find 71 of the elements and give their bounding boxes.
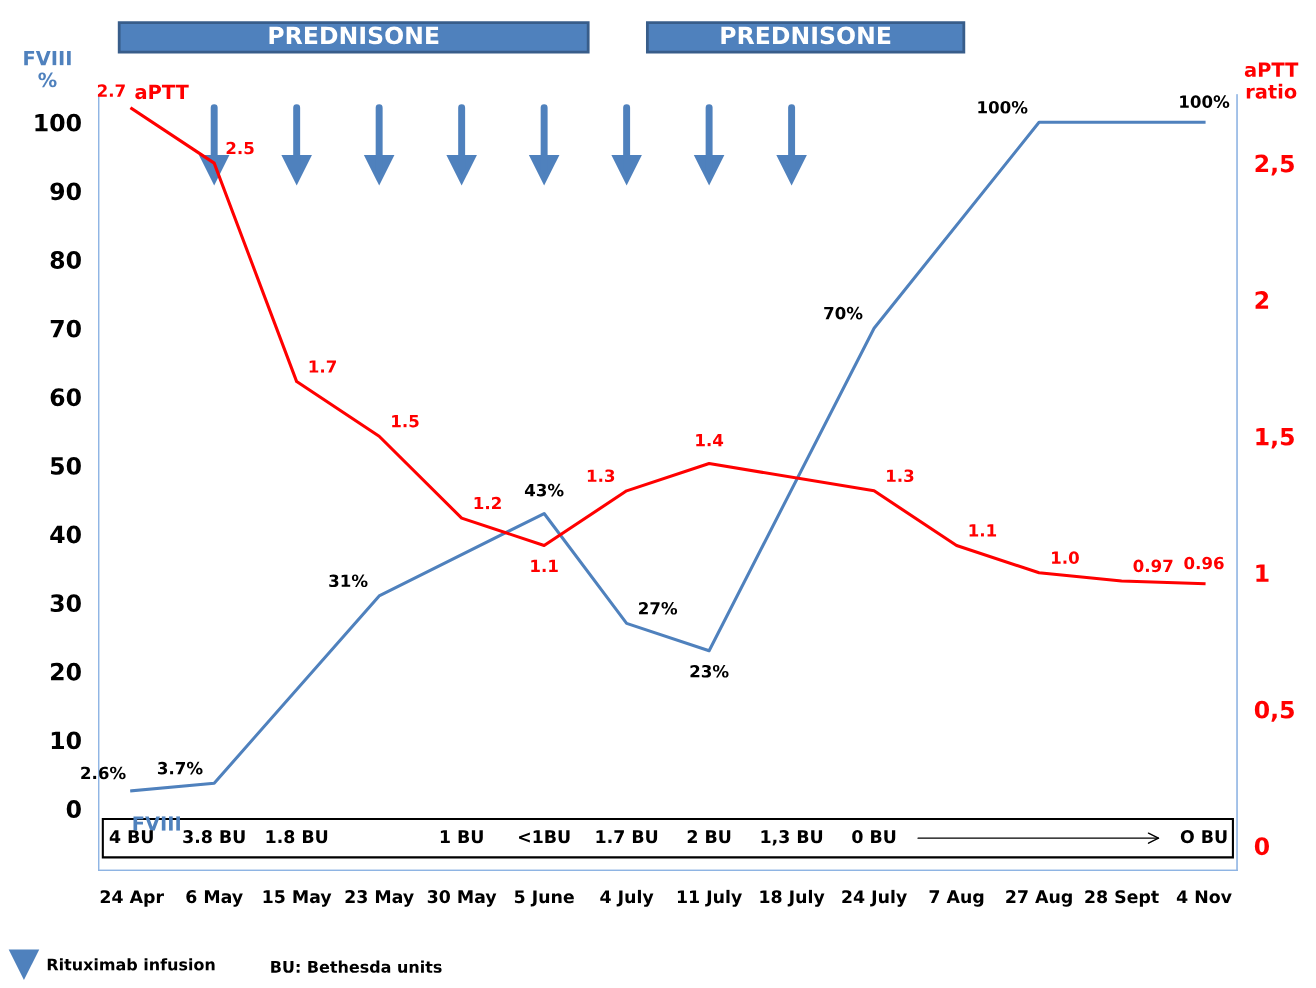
- data-label: 1.3: [887, 469, 914, 483]
- data-label: 31%: [329, 574, 368, 588]
- y-tick-label: 10: [51, 731, 81, 750]
- data-label: 1.1: [969, 524, 997, 537]
- data-label: 0.96: [1184, 556, 1224, 570]
- y-tick-label: 50: [51, 456, 81, 475]
- x-tick-label: 7 Aug: [929, 890, 984, 907]
- data-label: 1.7: [309, 360, 336, 373]
- annotation: 1,3 BU: [761, 830, 823, 846]
- series-label: FVIII: [133, 816, 180, 831]
- annotation: 1.7 BU: [596, 830, 658, 844]
- x-tick-label: 24 Apr: [100, 890, 164, 907]
- y-tick-label: 60: [50, 388, 81, 407]
- data-label: 1.2: [474, 496, 501, 510]
- annotation: 4 BU: [109, 830, 153, 844]
- y-tick-label: 40: [50, 525, 81, 544]
- series-label: aPTT: [135, 84, 189, 100]
- data-label: 1.0: [1052, 551, 1079, 564]
- x-tick-label: 30 May: [427, 890, 497, 907]
- text: PREDNISONE: [269, 26, 439, 45]
- x-tick-label: 23 May: [345, 890, 414, 907]
- x-tick-label: 15 May: [263, 890, 332, 907]
- data-label: 2.7: [97, 84, 125, 97]
- x-tick-label: 27 Aug: [1006, 890, 1072, 907]
- data-label: 100%: [978, 100, 1028, 114]
- data-label: 2.6%: [81, 766, 126, 780]
- data-label: 3.7%: [157, 761, 203, 775]
- data-label: 100%: [1180, 95, 1230, 108]
- y-tick-label: 20: [51, 662, 81, 681]
- y2-tick-label: 2: [1255, 291, 1269, 309]
- x-tick-label: 24 July: [842, 889, 907, 907]
- data-label: 27%: [639, 601, 678, 615]
- y2-tick-label: 2,5: [1255, 154, 1294, 176]
- data-label: 1.5: [392, 415, 419, 428]
- x-tick-label: 11 July: [677, 889, 742, 907]
- y2-tick-label: 0,5: [1254, 700, 1294, 722]
- data-label: 43%: [524, 483, 564, 497]
- y2-tick-label: 0: [1254, 837, 1270, 856]
- x-tick-label: 4 Nov: [1176, 890, 1232, 904]
- text: PREDNISONE: [721, 26, 891, 45]
- y2-tick-label: 1,5: [1256, 427, 1294, 449]
- annotation: 3.8 BU: [183, 830, 245, 844]
- annotation: O BU: [1180, 830, 1227, 844]
- annotation: 2 BU: [687, 830, 731, 844]
- x-tick-label: 5 June: [514, 890, 574, 907]
- annotation: <1BU: [519, 830, 570, 844]
- data-label: 70%: [824, 306, 863, 320]
- x-tick-label: 18 July: [760, 889, 825, 907]
- y-tick-label: 0: [66, 800, 81, 818]
- x-tick-label: 6 May: [186, 890, 243, 907]
- y2-axis-title: aPTT ratio: [1244, 62, 1299, 99]
- data-label: 1.4: [696, 434, 724, 447]
- data-label: 23%: [690, 664, 729, 678]
- x-tick-label: 28 Sept: [1085, 890, 1159, 907]
- annotation: 0 BU: [852, 830, 896, 844]
- y-tick-label: 70: [50, 319, 81, 338]
- legend-label: Rituximab infusion: [47, 958, 215, 971]
- y-tick-label: 30: [50, 594, 81, 613]
- y2-tick-label: 1: [1256, 564, 1269, 582]
- text: BU: Bethesda units: [271, 960, 442, 973]
- y-tick-label: 80: [50, 251, 81, 269]
- annotation: 1 BU: [440, 830, 483, 844]
- data-label: 2.5: [226, 141, 254, 155]
- data-label: 0.97: [1133, 559, 1173, 573]
- x-tick-label: 4 July: [600, 889, 654, 907]
- data-label: 1.3: [587, 469, 615, 483]
- annotation: 1.8 BU: [266, 830, 328, 844]
- data-label: 1.1: [531, 559, 558, 572]
- y-tick-label: 100: [35, 113, 81, 132]
- y-tick-label: 90: [50, 182, 81, 201]
- y-axis-title: FVIII %: [24, 50, 71, 88]
